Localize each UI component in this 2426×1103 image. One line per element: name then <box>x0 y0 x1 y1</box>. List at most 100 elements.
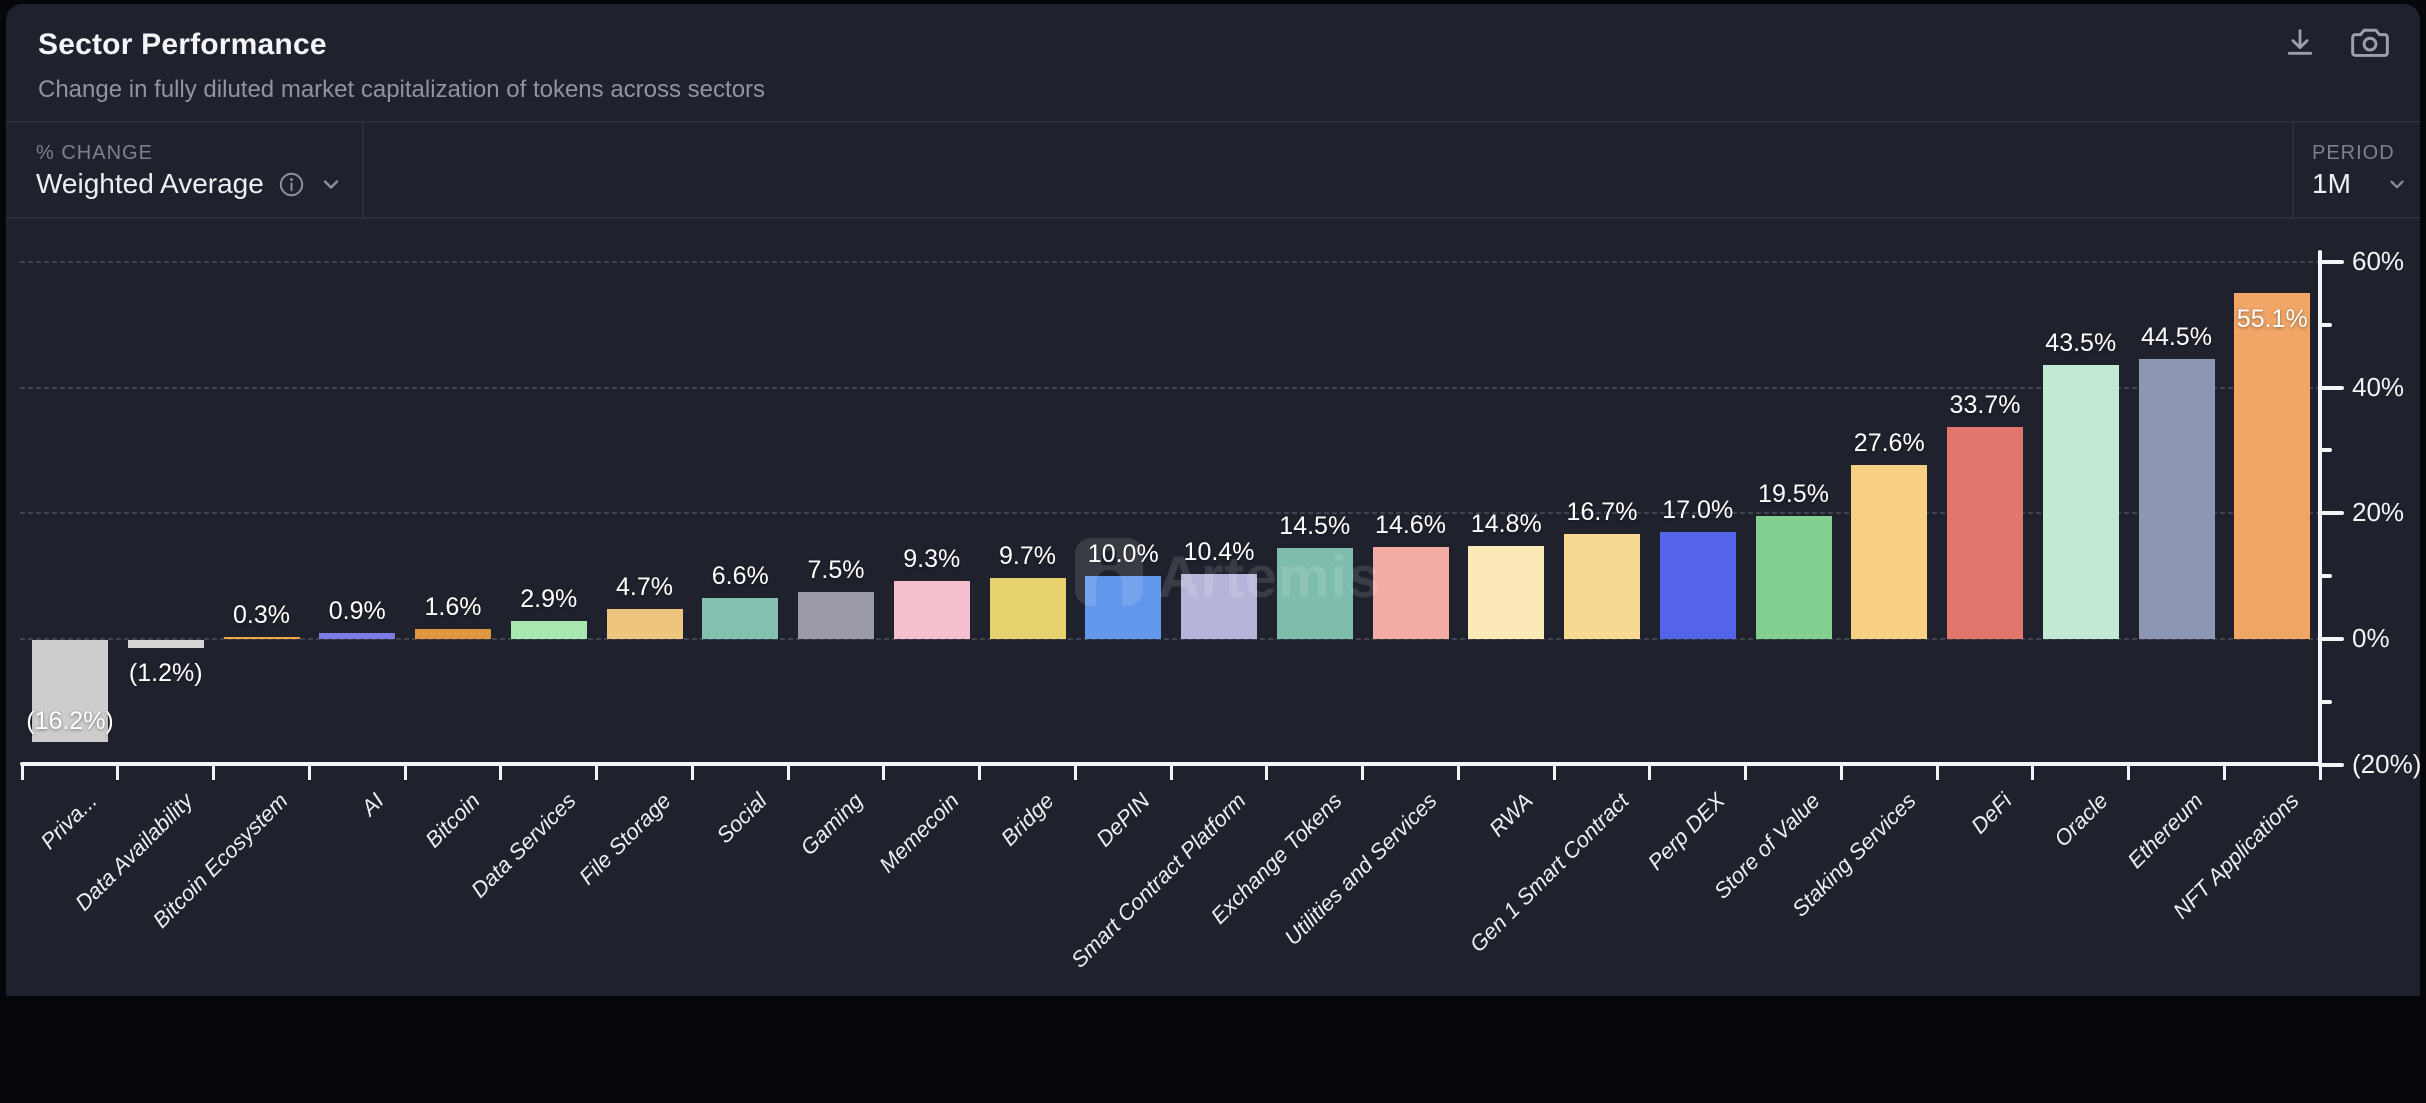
bar-value-label: 2.9% <box>520 584 578 613</box>
bar-File Storage[interactable] <box>606 609 683 639</box>
bar-Gen 1 Smart Contract[interactable] <box>1564 533 1640 639</box>
bar-value-label: 17.0% <box>1662 496 1734 525</box>
download-button[interactable] <box>2278 20 2322 64</box>
y-axis-label-40: 40% <box>2352 371 2405 402</box>
bar-value-label: 16.7% <box>1566 497 1638 526</box>
bar-value-label: 4.7% <box>616 573 673 602</box>
bar-value-label: 10.0% <box>1038 540 1208 569</box>
metric-select-value: Weighted Average <box>36 168 264 199</box>
x-tick-23 <box>2222 764 2226 780</box>
page-title: Sector Performance <box>38 28 327 61</box>
bar-value-label: 27.6% <box>1853 429 1925 458</box>
bar-value-label: 43.5% <box>2045 329 2117 358</box>
controls-divider-right <box>2292 122 2294 217</box>
controls-divider-left <box>362 122 364 217</box>
bar-value-label: 44.5% <box>2141 323 2212 352</box>
x-tick-5 <box>499 764 503 780</box>
y-tick-20 <box>2318 511 2344 516</box>
bar-value-label: 0.9% <box>328 597 386 626</box>
bar-value-label: 9.7% <box>999 542 1056 570</box>
bar-Bitcoin Ecosystem[interactable] <box>223 637 300 640</box>
y-axis-label-60: 60% <box>2352 245 2405 276</box>
bar-value-label: 1.6% <box>424 592 482 621</box>
bar-Memecoin[interactable] <box>893 580 970 639</box>
bar-value-label: 33.7% <box>1949 391 2021 420</box>
bar-value-label: 19.5% <box>1758 480 1829 509</box>
x-tick-14 <box>1361 764 1364 780</box>
bar-Data Services[interactable] <box>510 620 587 639</box>
x-tick-16 <box>1552 764 1556 780</box>
bar-value-label: 14.6% <box>1375 511 1446 540</box>
bar-Bitcoin[interactable] <box>415 628 491 639</box>
x-tick-1 <box>116 764 120 780</box>
y-axis-label--20: (20%) <box>2352 748 2422 779</box>
y-tick-60 <box>2318 259 2344 264</box>
bar-RWA[interactable] <box>1468 545 1545 639</box>
bar-value-label: 55.1% <box>2236 304 2308 333</box>
bar-Oracle[interactable] <box>2042 365 2119 639</box>
bar-Data Availability[interactable] <box>127 640 204 648</box>
x-tick-6 <box>595 764 598 780</box>
bar-value-label: (16.2%) <box>26 706 114 735</box>
info-icon[interactable] <box>278 171 305 198</box>
x-tick-11 <box>1073 764 1077 780</box>
bar-Bridge[interactable] <box>989 578 1066 639</box>
bar-Ethereum[interactable] <box>2138 359 2215 639</box>
x-tick-9 <box>882 764 886 780</box>
y-axis-label-0: 0% <box>2352 623 2390 653</box>
bar-Exchange Tokens[interactable] <box>1276 547 1353 639</box>
y-minor-tick--10 <box>2318 699 2332 704</box>
period-select-label: PERIOD <box>2312 142 2395 164</box>
bar-chart: 60% 40% 20% 0% (20%) (16.2%) (1.2%) 0.3% 0.9% 1.6… <box>20 245 2422 973</box>
gridline-60 <box>20 260 2320 263</box>
bar-Utilities and Services[interactable] <box>1372 547 1449 639</box>
x-tick-4 <box>403 764 407 780</box>
y-minor-tick-10 <box>2318 574 2332 579</box>
x-tick-13 <box>1265 764 1269 780</box>
x-tick-12 <box>1169 764 1173 780</box>
y-tick-0 <box>2318 637 2344 641</box>
bar-DePIN[interactable] <box>1085 576 1162 639</box>
bar-value-label: 14.8% <box>1470 509 1542 538</box>
bar-AI[interactable] <box>319 633 396 639</box>
screenshot-button[interactable] <box>2348 20 2392 64</box>
x-tick-17 <box>1648 764 1652 780</box>
y-axis-label-20: 20% <box>2352 497 2405 528</box>
header-divider <box>6 121 2420 123</box>
gridline-20 <box>20 512 2320 515</box>
metric-select[interactable]: Weighted Average <box>36 168 343 200</box>
bar-value-label: 7.5% <box>807 555 865 584</box>
bar-value-label: 6.6% <box>711 561 769 590</box>
bar-DeFi[interactable] <box>1947 427 2023 639</box>
bar-value-label: 0.3% <box>233 601 290 630</box>
period-select[interactable]: 1M <box>2312 168 2408 200</box>
x-tick-2 <box>212 764 215 780</box>
gridline-40 <box>20 386 2320 389</box>
x-tick-18 <box>1744 764 1747 780</box>
bar-value-label: (1.2%) <box>128 658 203 687</box>
x-tick-7 <box>690 764 694 780</box>
y-tick-40 <box>2318 385 2344 390</box>
bar-Store of Value[interactable] <box>1755 516 1832 639</box>
x-tick-20 <box>1935 764 1939 780</box>
x-tick-21 <box>2031 764 2035 780</box>
bar-value-label: 9.3% <box>903 544 961 573</box>
x-tick-10 <box>978 764 981 780</box>
x-tick-24 <box>2318 764 2322 780</box>
bar-NFT Applications[interactable] <box>2234 292 2311 639</box>
y-minor-tick-50 <box>2318 322 2332 327</box>
bar-Priva...[interactable] <box>32 640 108 742</box>
download-icon <box>2287 29 2313 55</box>
y-tick--20 <box>2318 762 2344 767</box>
x-tick-8 <box>786 764 790 780</box>
bar-Staking Services[interactable] <box>1851 465 1928 639</box>
bar-value-label: 14.5% <box>1279 511 1351 540</box>
x-tick-19 <box>1839 764 1843 780</box>
x-tick-0 <box>20 764 24 780</box>
gridline-0 <box>20 638 2320 640</box>
bar-Gaming[interactable] <box>798 591 874 639</box>
bar-Perp DEX[interactable] <box>1659 532 1736 639</box>
bar-Social[interactable] <box>702 597 779 639</box>
period-select-value: 1M <box>2312 168 2351 199</box>
bar-Smart Contract Platform[interactable] <box>1181 573 1257 639</box>
